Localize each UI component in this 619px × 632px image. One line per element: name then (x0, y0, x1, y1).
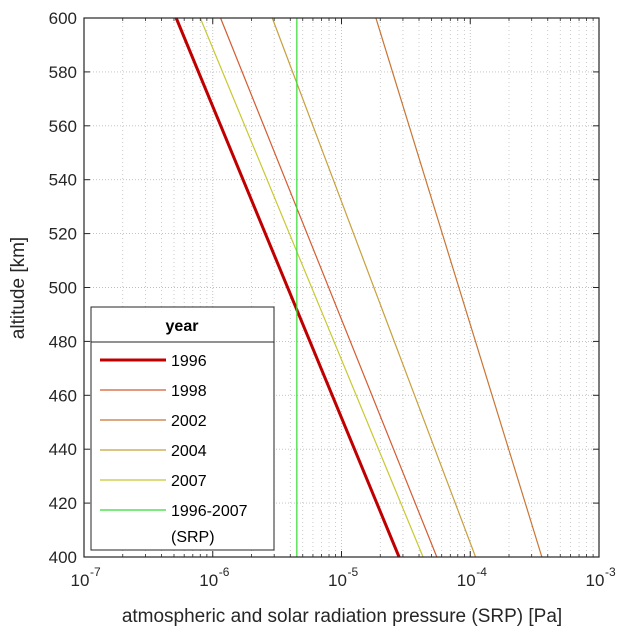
x-tick-label: 10 -5 (328, 565, 358, 590)
series-line-3 (271, 17, 477, 558)
y-tick-label: 460 (49, 386, 77, 405)
y-tick-label: 500 (49, 279, 77, 298)
legend-entry-4: 2007 (100, 473, 207, 490)
legend-entry-0: 1996 (100, 353, 207, 370)
x-tick-base: 10 (328, 571, 347, 590)
x-tick-label: 10 -7 (71, 565, 101, 590)
x-tick-exponent: -3 (605, 565, 616, 579)
legend-label: 2002 (171, 413, 207, 430)
y-tick-label: 420 (49, 494, 77, 513)
y-tick-label: 600 (49, 9, 77, 28)
x-tick-base: 10 (199, 571, 218, 590)
major-grid (84, 18, 599, 557)
y-tick-label: 400 (49, 548, 77, 567)
legend-label: 1996 (171, 353, 207, 370)
y-tick-label: 480 (49, 332, 77, 351)
x-tick-label: 10 -6 (199, 565, 229, 590)
series-line-0 (174, 17, 401, 558)
y-tick-label: 580 (49, 63, 77, 82)
axis-ticks (83, 17, 600, 558)
legend-entry-1: 1998 (100, 383, 207, 400)
legend-entry-5: 1996-2007 (SRP) (100, 503, 248, 546)
x-tick-exponent: -7 (90, 565, 101, 579)
y-tick-label: 440 (49, 440, 77, 459)
legend-label: 2004 (171, 443, 207, 460)
series-group (174, 17, 543, 558)
y-tick-label: 560 (49, 117, 77, 136)
x-tick-base: 10 (71, 571, 90, 590)
y-tick-labels: 400 420 440 460 480 500 520 540 560 580 600 (49, 9, 77, 567)
legend-label: (SRP) (171, 529, 215, 546)
y-tick-label: 520 (49, 225, 77, 244)
legend-label: 1996-2007 (171, 503, 248, 520)
legend: year 1996 1998 2002 2004 2007 1996-2007 (SRP) (90, 306, 275, 551)
x-tick-exponent: -6 (219, 565, 230, 579)
x-tick-exponent: -5 (348, 565, 359, 579)
x-tick-label: 10 -3 (586, 565, 616, 590)
legend-label: 2007 (171, 473, 207, 490)
x-tick-label: 10 -4 (457, 565, 487, 590)
y-tick-label: 540 (49, 171, 77, 190)
x-tick-base: 10 (586, 571, 605, 590)
y-axis-label: altitude [km] (8, 237, 29, 339)
series-line-2 (375, 17, 543, 558)
legend-entry-3: 2004 (100, 443, 207, 460)
legend-label: 1998 (171, 383, 207, 400)
series-line-4 (199, 17, 424, 558)
legend-entry-2: 2002 (100, 413, 207, 430)
x-tick-base: 10 (457, 571, 476, 590)
x-tick-labels: 10 -7 10 -6 10 -5 10 -4 10 -3 (71, 565, 616, 590)
series-line-1 (220, 17, 438, 558)
legend-title: year (166, 318, 199, 335)
legend-entries: 1996 1998 2002 2004 2007 1996-2007 (SRP) (100, 353, 248, 546)
x-tick-exponent: -4 (476, 565, 487, 579)
x-axis-label: atmospheric and solar radiation pressure… (122, 606, 562, 627)
